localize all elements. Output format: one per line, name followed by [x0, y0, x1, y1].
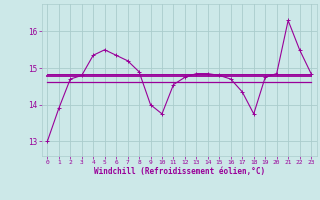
X-axis label: Windchill (Refroidissement éolien,°C): Windchill (Refroidissement éolien,°C) [94, 167, 265, 176]
